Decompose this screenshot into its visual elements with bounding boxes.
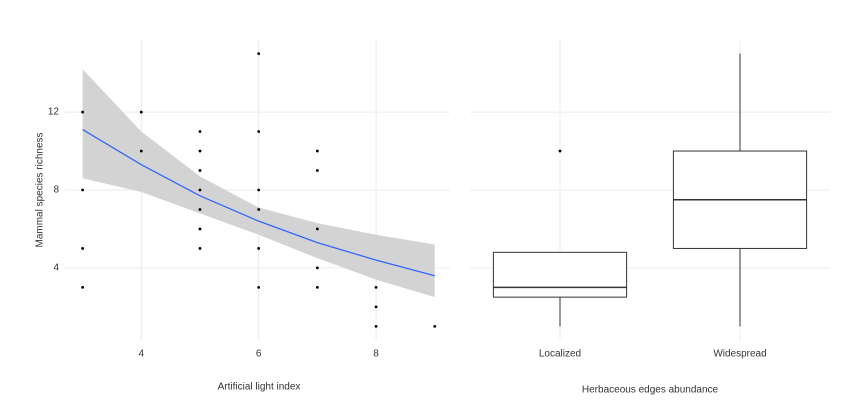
- box: [492, 251, 628, 298]
- y-tick-label: 4: [53, 263, 59, 274]
- point: [315, 149, 319, 153]
- point: [81, 286, 85, 289]
- x-axis-label: Artificial light index: [218, 382, 301, 393]
- point: [374, 286, 378, 289]
- y-tick-label: 12: [48, 107, 60, 118]
- point: [315, 266, 319, 270]
- point: [198, 188, 202, 192]
- x-tick-label: 6: [256, 349, 262, 360]
- x-tick-label: 4: [139, 349, 145, 360]
- y-axis-label: Mammal species richness: [35, 132, 46, 247]
- point: [315, 227, 319, 231]
- x-tick-label: Widespread: [713, 349, 766, 360]
- point: [81, 247, 85, 250]
- point: [433, 324, 437, 328]
- point: [198, 169, 202, 172]
- fit-line: [82, 129, 435, 277]
- point: [257, 286, 261, 289]
- point: [198, 130, 202, 133]
- point: [374, 305, 378, 309]
- x-axis-label: Herbaceous edges abundance: [582, 385, 719, 396]
- x-tick-label: Localized: [539, 349, 581, 360]
- point: [374, 324, 378, 328]
- point: [198, 227, 202, 231]
- point: [315, 169, 319, 172]
- point: [198, 247, 202, 250]
- point: [257, 52, 261, 56]
- point: [257, 130, 261, 133]
- point: [139, 110, 143, 114]
- confidence-band: [82, 69, 435, 298]
- point: [81, 110, 85, 114]
- point: [315, 286, 319, 289]
- point: [81, 188, 85, 192]
- y-tick-label: 8: [53, 185, 59, 196]
- x-tick-label: 8: [373, 349, 379, 360]
- point: [257, 247, 261, 250]
- outlier: [558, 149, 562, 153]
- point: [257, 208, 261, 211]
- point: [257, 188, 261, 192]
- point: [198, 149, 202, 153]
- point: [198, 208, 202, 211]
- point: [139, 149, 143, 153]
